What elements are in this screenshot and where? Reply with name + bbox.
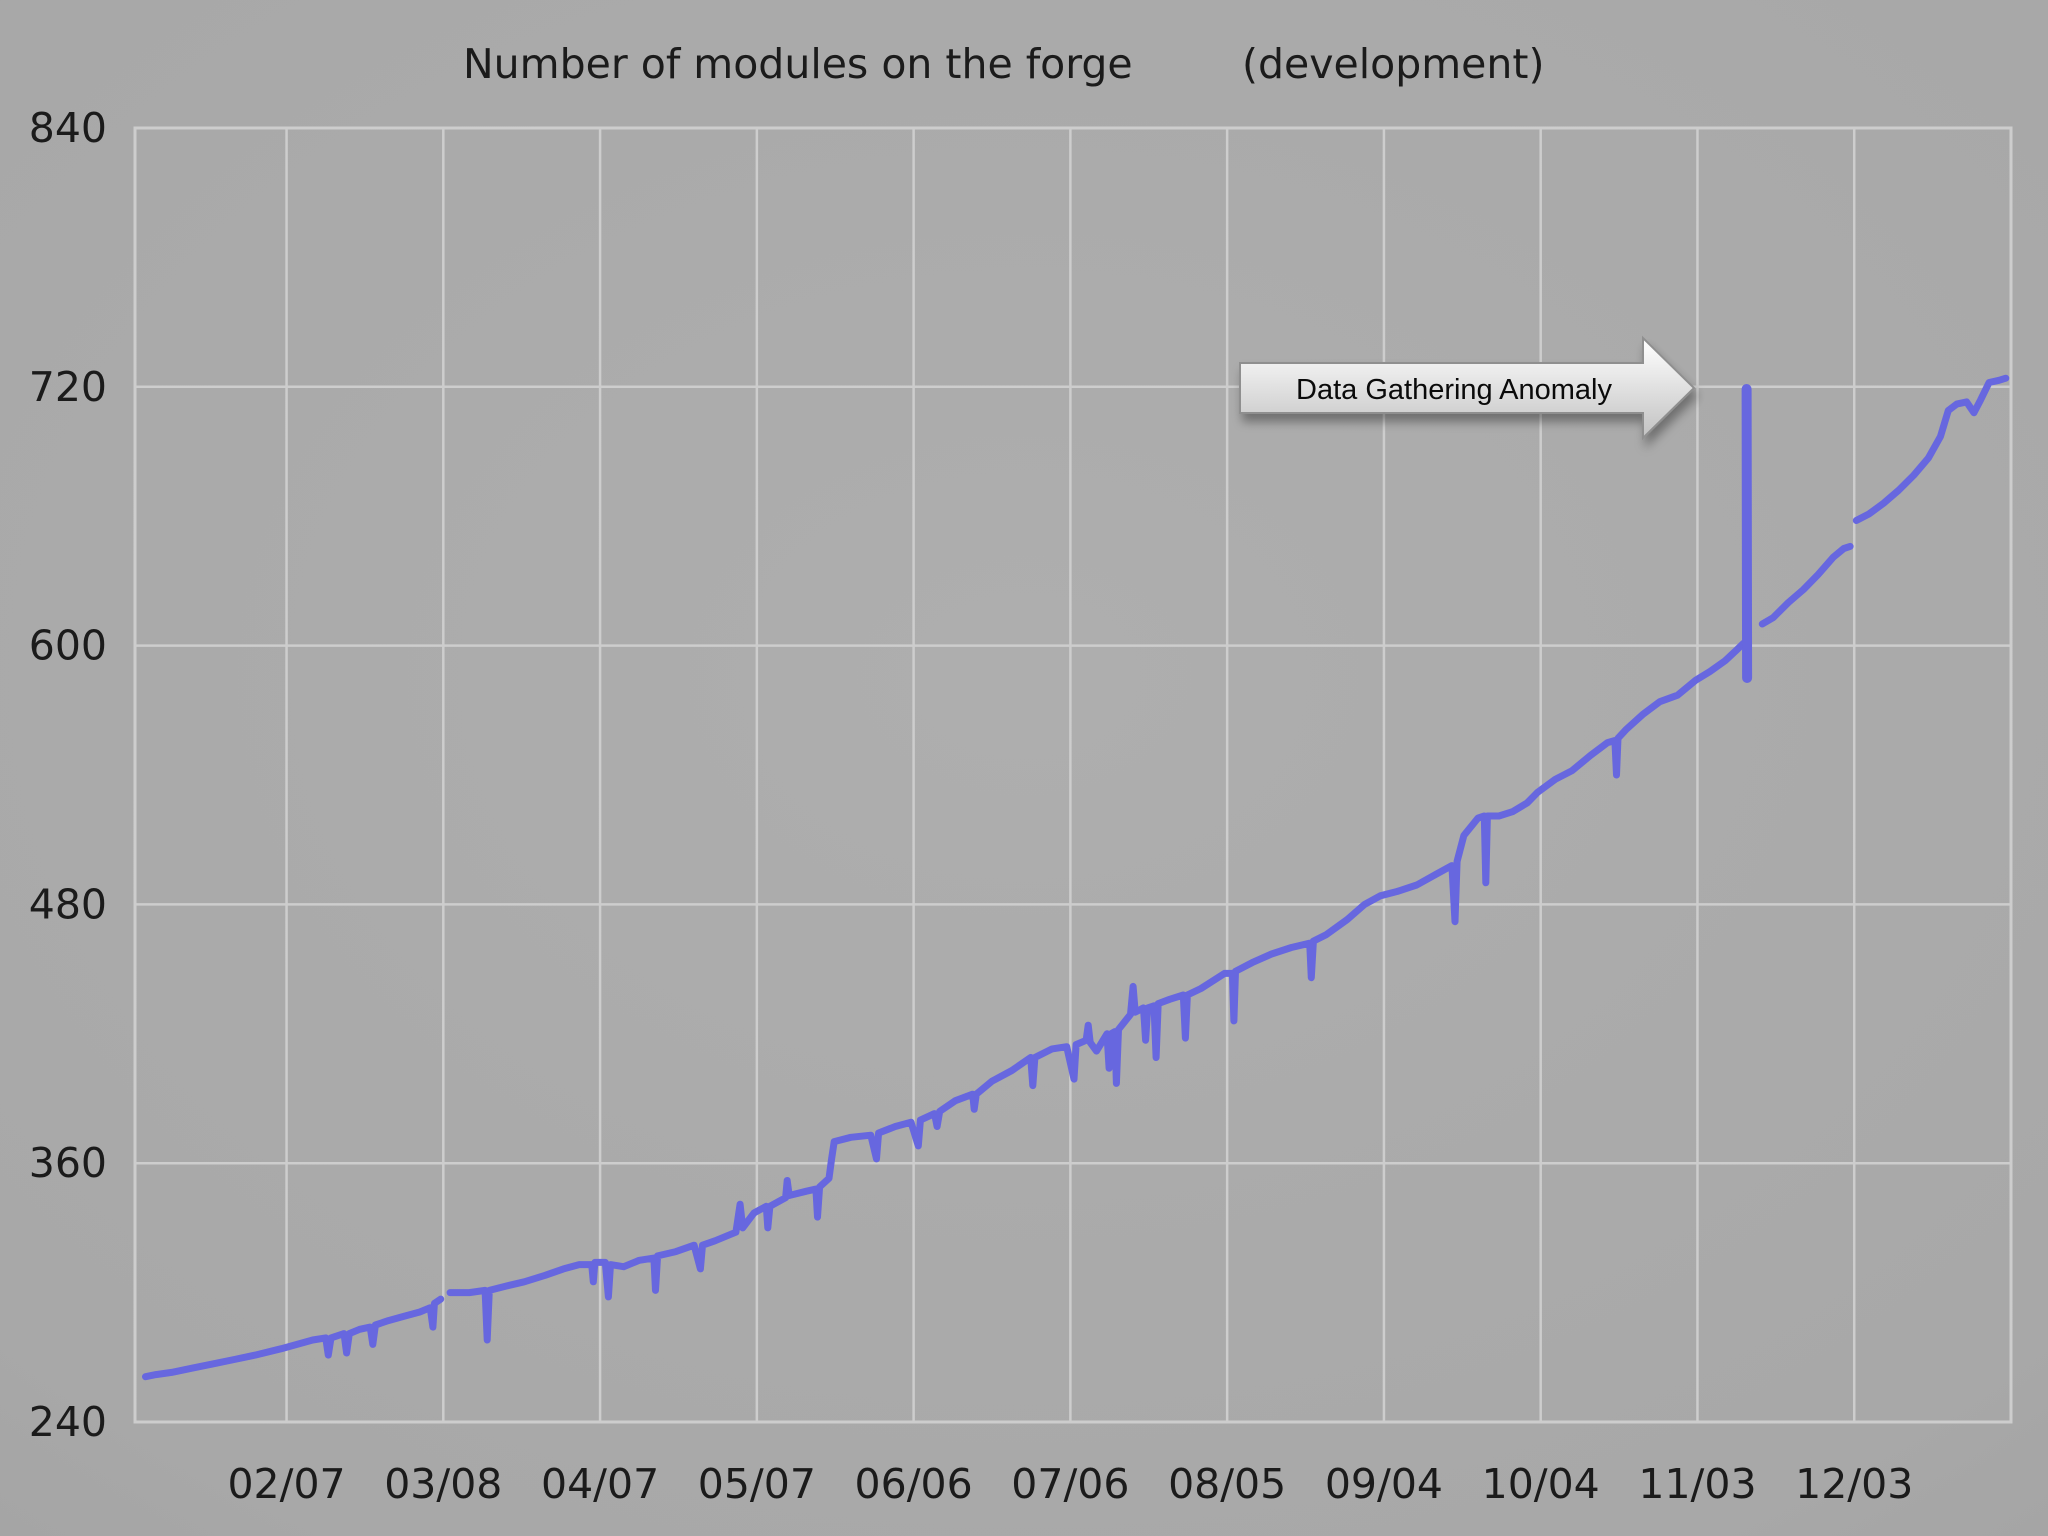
x-tick-label: 05/07 [698,1460,816,1508]
y-tick-label: 240 [29,1398,107,1446]
plot-border [133,126,2013,1424]
y-tick-label: 600 [29,622,107,670]
grid-layer [133,126,2013,1424]
x-tick-label: 06/06 [855,1460,973,1508]
x-tick-label: 04/07 [541,1460,659,1508]
annotation-arrow-shape [1239,335,1696,441]
x-tick-label: 07/06 [1011,1460,1129,1508]
anomaly-spike-line [1741,384,1753,683]
y-tick-label: 840 [29,104,107,152]
x-tick-label: 09/04 [1325,1460,1443,1508]
x-tick-label: 08/05 [1168,1460,1286,1508]
x-tick-label: 10/04 [1482,1460,1600,1508]
x-tick-label: 02/07 [227,1460,345,1508]
data-line-segment [1758,542,1854,628]
x-tick-label: 11/03 [1638,1460,1756,1508]
data-line-segment [446,639,1747,1344]
data-series-layer [142,374,2010,1381]
chart-title-suffix: (development) [1242,40,1544,88]
y-tick-label: 720 [29,363,107,411]
y-tick-label: 480 [29,880,107,928]
annotation-label: Data Gathering Anomaly [1296,374,1612,406]
data-line-segment [142,1295,445,1381]
x-tick-label: 03/08 [384,1460,502,1508]
x-tick-label: 12/03 [1795,1460,1913,1508]
annotation-arrow: Data Gathering Anomaly [1239,335,1696,441]
y-tick-label: 360 [29,1139,107,1187]
chart-title-main: Number of modules on the forge [463,40,1133,88]
axis-ticks-layer: 240 360 480 600 720 840 02/07 03/08 04/07 05/07 06… [29,104,1914,1508]
data-line-segment [1852,374,2010,524]
